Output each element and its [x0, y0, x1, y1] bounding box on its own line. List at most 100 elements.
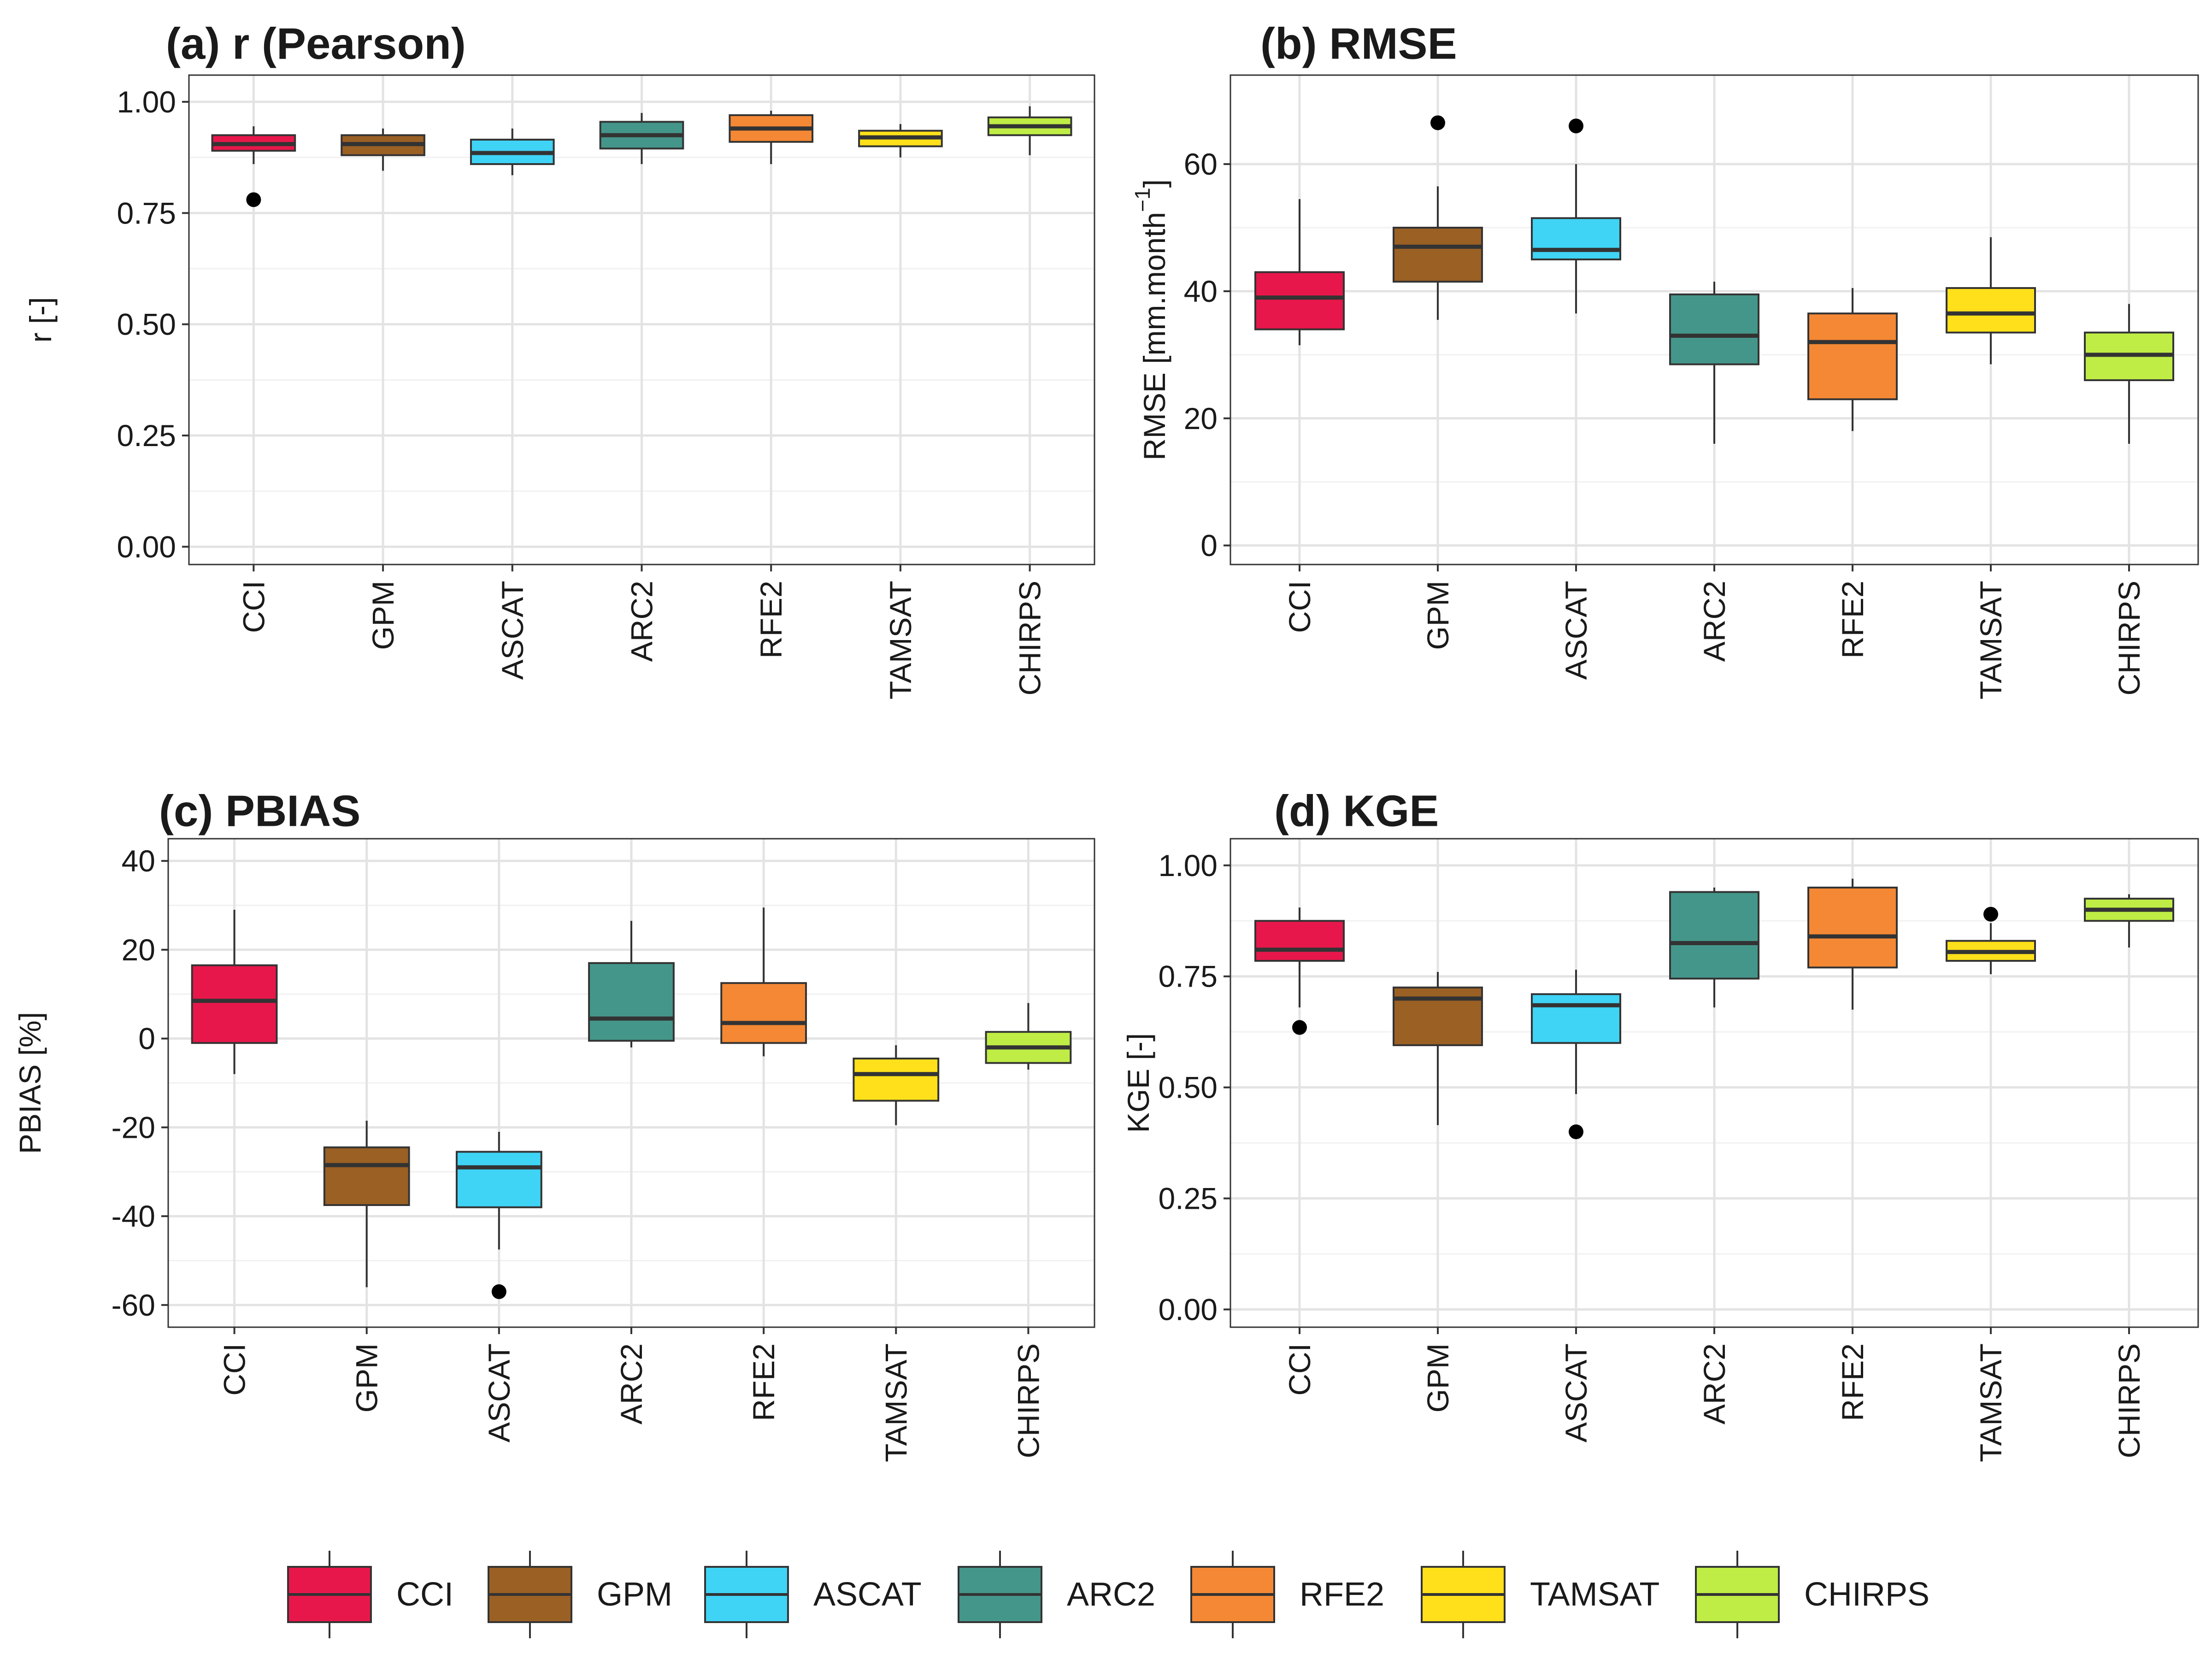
x-tick-label: ASCAT — [482, 1343, 516, 1442]
y-tick-label: -20 — [112, 1110, 155, 1144]
y-tick-label: 0.75 — [117, 196, 176, 230]
box-chirps — [2084, 894, 2174, 948]
y-tick-label: 20 — [1184, 401, 1218, 435]
y-tick-label: 0.75 — [1159, 959, 1218, 994]
box-ascat — [470, 128, 555, 176]
x-tick-label: RFE2 — [1835, 581, 1870, 659]
box-ascat — [1531, 970, 1621, 1139]
legend-label: CCI — [396, 1576, 453, 1613]
y-tick-label: 0.50 — [117, 307, 176, 341]
x-axis: CCI GPM ASCAT ARC2 RFE2 TAMSAT CHIRPS — [236, 565, 1047, 700]
y-tick-label: 0.25 — [117, 418, 176, 453]
box-tamsat — [858, 124, 943, 158]
box-rfe2 — [720, 907, 807, 1057]
gridlines — [1230, 75, 2198, 565]
x-tick-label: ARC2 — [1697, 1343, 1731, 1424]
legend-item-cci: CCI — [287, 1551, 453, 1638]
box-chirps — [985, 1003, 1072, 1070]
outlier-point — [1430, 115, 1445, 130]
box-iqr — [853, 1058, 940, 1102]
gridlines — [189, 75, 1094, 565]
box-ascat — [1531, 118, 1621, 314]
legend-item-rfe2: RFE2 — [1190, 1551, 1384, 1638]
box-gpm — [323, 1120, 410, 1288]
x-tick-label: ARC2 — [625, 581, 659, 662]
box-iqr — [588, 962, 675, 1042]
x-tick-label: GPM — [1421, 581, 1455, 650]
box-iqr — [1393, 227, 1483, 283]
panel-d-kge: 0.00 0.25 0.50 0.75 1.00 CCI GPM ASCAT ARC2 RFE2 T… — [1121, 787, 2199, 1462]
legend-label: ASCAT — [813, 1576, 922, 1613]
legend-label: RFE2 — [1300, 1576, 1384, 1613]
box-gpm — [1393, 115, 1483, 320]
box-rfe2 — [729, 111, 814, 165]
panel-title: (c) PBIAS — [159, 787, 360, 836]
boxes — [191, 907, 1072, 1299]
x-tick-label: CHIRPS — [1011, 1343, 1045, 1458]
x-tick-label: ASCAT — [1559, 1343, 1593, 1442]
legend-item-gpm: GPM — [488, 1551, 672, 1638]
outlier-point — [491, 1284, 506, 1299]
x-tick-label: ARC2 — [614, 1343, 648, 1424]
box-iqr — [720, 982, 807, 1044]
box-rfe2 — [1807, 288, 1898, 431]
box-ascat — [455, 1132, 542, 1299]
x-tick-label: CCI — [1282, 1343, 1317, 1396]
box-tamsat — [1946, 906, 2036, 974]
box-iqr — [1254, 920, 1345, 962]
legend-item-arc2: ARC2 — [958, 1551, 1155, 1638]
y-axis: -60 -40 -20 0 20 40 — [112, 844, 168, 1322]
legend-label: TAMSAT — [1530, 1576, 1659, 1613]
panel-title: (d) KGE — [1274, 787, 1439, 836]
boxes — [211, 106, 1072, 207]
box-gpm — [341, 128, 425, 171]
x-tick-label: RFE2 — [747, 1343, 781, 1421]
y-tick-label: 0 — [1200, 529, 1218, 563]
y-tick-label: 0.25 — [1159, 1182, 1218, 1216]
x-tick-label: ARC2 — [1697, 581, 1731, 662]
box-arc2 — [1669, 282, 1759, 444]
y-tick-label: 40 — [1184, 274, 1218, 308]
box-iqr — [1946, 287, 2036, 334]
outlier-point — [1292, 1020, 1307, 1035]
y-axis: 0.00 0.25 0.50 0.75 1.00 — [1159, 848, 1230, 1326]
legend-item-chirps: CHIRPS — [1695, 1551, 1930, 1638]
box-iqr — [1254, 271, 1345, 330]
x-tick-label: ASCAT — [495, 581, 529, 680]
x-tick-label: CCI — [1282, 581, 1317, 633]
x-tick-label: TAMSAT — [879, 1343, 913, 1462]
x-tick-label: RFE2 — [1835, 1343, 1870, 1421]
panel-a-r-pearson: 0.00 0.25 0.50 0.75 1.00 CCI GPM ASCAT ARC2 RFE2 T… — [24, 19, 1095, 700]
y-axis-title: KGE [-] — [1121, 1033, 1155, 1133]
y-axis-title: r [-] — [24, 297, 58, 343]
x-tick-label: CCI — [218, 1343, 252, 1396]
y-tick-label: 20 — [122, 933, 155, 967]
y-tick-label: 0.00 — [1159, 1292, 1218, 1326]
box-arc2 — [588, 921, 675, 1047]
box-cci — [1254, 907, 1345, 1035]
box-cci — [211, 126, 296, 207]
box-iqr — [191, 964, 278, 1044]
y-tick-label: 0.50 — [1159, 1071, 1218, 1105]
boxes — [1254, 878, 2174, 1139]
x-tick-label: CHIRPS — [2112, 581, 2146, 695]
legend-item-ascat: ASCAT — [704, 1551, 922, 1638]
y-tick-label: 60 — [1184, 147, 1218, 181]
y-tick-label: 0 — [138, 1022, 155, 1056]
y-tick-label: 40 — [122, 844, 155, 878]
x-axis: CCI GPM ASCAT ARC2 RFE2 TAMSAT CHIRPS — [1282, 1327, 2146, 1462]
x-tick-label: ASCAT — [1559, 581, 1593, 680]
box-iqr — [323, 1146, 410, 1206]
legend-label: CHIRPS — [1804, 1576, 1930, 1613]
box-iqr — [1807, 312, 1898, 400]
legend: CCI GPM ASCAT ARC2 RFE2 TAMSAT CHIRPS — [287, 1551, 1930, 1638]
y-axis: 0.00 0.25 0.50 0.75 1.00 — [117, 85, 189, 564]
box-iqr — [455, 1151, 542, 1208]
x-axis: CCI GPM ASCAT ARC2 RFE2 TAMSAT CHIRPS — [1282, 565, 2146, 700]
box-iqr — [1807, 887, 1898, 969]
x-tick-label: GPM — [366, 581, 400, 650]
box-tamsat — [1946, 237, 2036, 365]
x-tick-label: RFE2 — [754, 581, 788, 659]
